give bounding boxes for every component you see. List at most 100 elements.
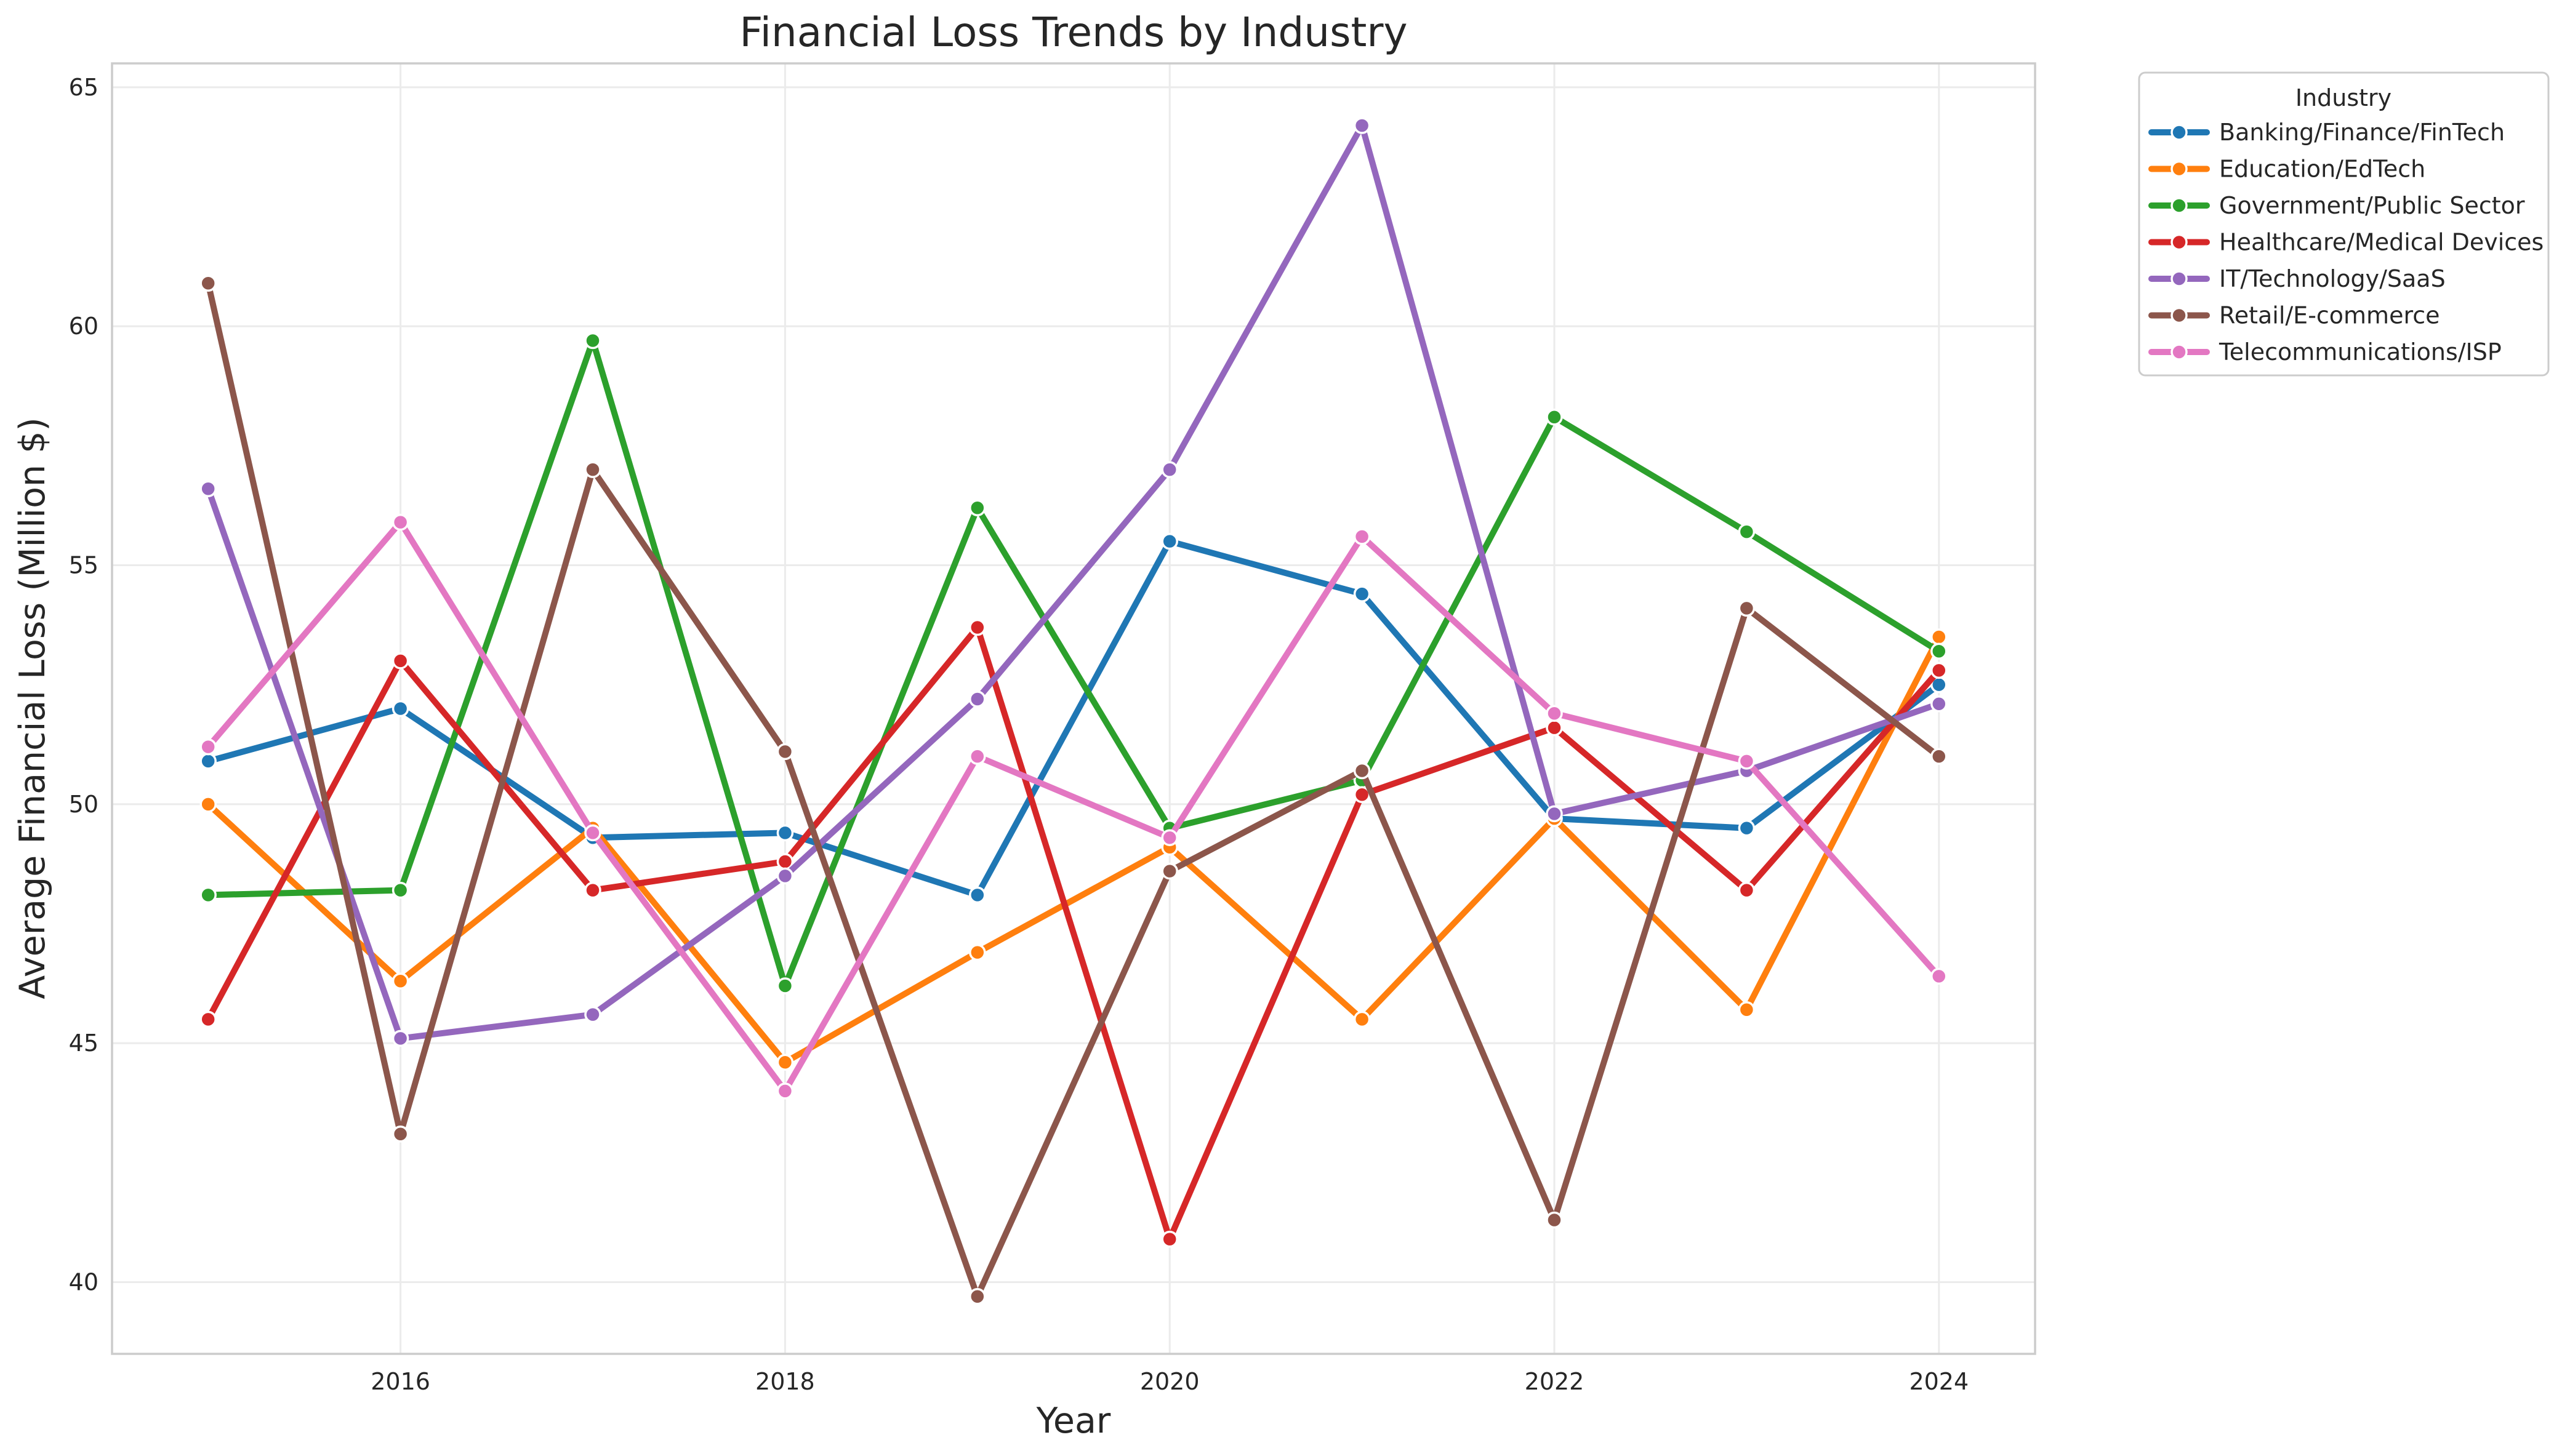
- chart-title: Financial Loss Trends by Industry: [739, 9, 1407, 56]
- data-point: [1546, 705, 1563, 722]
- data-point: [776, 824, 794, 842]
- data-point: [1353, 528, 1371, 545]
- data-point: [1738, 523, 1756, 540]
- legend-item: Retail/E-commerce: [2148, 302, 2440, 329]
- data-point: [1353, 762, 1371, 780]
- legend-label: Healthcare/Medical Devices: [2219, 229, 2544, 256]
- data-point: [1161, 461, 1178, 478]
- data-point: [1738, 819, 1756, 837]
- data-point: [1930, 628, 1948, 646]
- legend-swatch-marker: [2170, 124, 2188, 141]
- data-point: [776, 1054, 794, 1071]
- legend-item: IT/Technology/SaaS: [2148, 265, 2446, 292]
- series-line: [205, 122, 1942, 1042]
- legend-item: Telecommunications/ISP: [2148, 338, 2502, 366]
- y-tick-label: 55: [69, 552, 98, 579]
- series-healthcare-medical-devices: [199, 618, 1948, 1248]
- data-point: [776, 977, 794, 994]
- data-point: [1353, 117, 1371, 134]
- data-point: [1930, 967, 1948, 985]
- data-point: [392, 652, 409, 670]
- data-point: [392, 1125, 409, 1143]
- data-point: [392, 972, 409, 990]
- legend-item: Education/EdTech: [2148, 156, 2425, 183]
- data-point: [1161, 1230, 1178, 1248]
- series-it-technology-saas: [199, 117, 1948, 1047]
- data-point: [969, 886, 986, 904]
- data-point: [392, 700, 409, 718]
- x-tick-label: 2018: [755, 1368, 815, 1395]
- legend-swatch-marker: [2170, 343, 2188, 361]
- data-point: [969, 618, 986, 636]
- data-point: [584, 1006, 601, 1023]
- y-tick-label: 45: [69, 1030, 98, 1057]
- y-tick-label: 60: [69, 313, 98, 340]
- legend-items: Banking/Finance/FinTech Education/EdTech G…: [2148, 119, 2544, 366]
- data-point: [584, 824, 601, 842]
- data-point: [969, 1288, 986, 1305]
- data-point: [1930, 662, 1948, 679]
- data-point: [969, 748, 986, 765]
- data-point: [1161, 532, 1178, 550]
- x-tick-label: 2016: [371, 1368, 430, 1395]
- data-point: [1353, 1010, 1371, 1028]
- data-point: [1546, 1211, 1563, 1229]
- series-line: [205, 624, 1942, 1242]
- data-point: [1738, 753, 1756, 770]
- data-point: [584, 881, 601, 899]
- data-point: [199, 480, 217, 497]
- data-point: [1161, 829, 1178, 846]
- data-point: [1930, 748, 1948, 765]
- data-point: [392, 1030, 409, 1047]
- legend-label: Retail/E-commerce: [2219, 302, 2440, 329]
- data-point: [1738, 1001, 1756, 1018]
- data-point: [1738, 599, 1756, 617]
- data-point: [1353, 585, 1371, 602]
- x-tick-label: 2020: [1140, 1368, 1200, 1395]
- x-tick-label: 2022: [1525, 1368, 1584, 1395]
- data-point: [1161, 862, 1178, 880]
- legend-box: [2138, 71, 2550, 377]
- data-point: [776, 743, 794, 761]
- x-tick-label: 2024: [1909, 1368, 1969, 1395]
- legend-swatch-marker: [2170, 197, 2188, 214]
- data-point: [199, 274, 217, 292]
- data-point: [776, 1082, 794, 1100]
- legend-label: Telecommunications/ISP: [2219, 338, 2502, 366]
- legend-swatch-marker: [2170, 233, 2188, 251]
- series-retail-e-commerce: [199, 274, 1948, 1305]
- axis-ticks: 2016 2018 2020 2022 2024 40 45 50 55 60 65: [69, 74, 1969, 1395]
- x-axis-label: Year: [1036, 1401, 1111, 1441]
- data-point: [584, 461, 601, 478]
- series-line: [205, 337, 1942, 989]
- legend-label: Government/Public Sector: [2219, 192, 2525, 219]
- legend-label: Education/EdTech: [2219, 156, 2425, 183]
- y-tick-label: 40: [69, 1269, 98, 1296]
- plot-area-frame: [111, 62, 2036, 1355]
- data-point: [776, 853, 794, 870]
- legend-label: Banking/Finance/FinTech: [2219, 119, 2505, 146]
- series-line: [205, 519, 1942, 1094]
- series-telecommunications-isp: [199, 513, 1948, 1100]
- legend-swatch-marker: [2170, 270, 2188, 287]
- legend-label: IT/Technology/SaaS: [2219, 265, 2446, 292]
- legend-item: Government/Public Sector: [2148, 192, 2525, 219]
- y-tick-label: 50: [69, 791, 98, 818]
- data-point: [776, 867, 794, 885]
- data-point: [1738, 881, 1756, 899]
- data-point: [1546, 805, 1563, 823]
- data-point: [1930, 642, 1948, 660]
- y-axis-label: Average Financial Loss (Million $): [12, 417, 53, 999]
- data-point: [199, 886, 217, 904]
- data-point: [969, 943, 986, 961]
- data-point: [1930, 695, 1948, 713]
- legend: Industry Banking/Finance/FinTech Educatio…: [2138, 71, 2550, 377]
- legend-swatch-marker: [2170, 306, 2188, 324]
- data-point: [199, 753, 217, 770]
- legend-title: Industry: [2295, 84, 2391, 111]
- data-point: [199, 1010, 217, 1028]
- series-lines: [199, 117, 1948, 1305]
- legend-item: Healthcare/Medical Devices: [2148, 229, 2544, 256]
- data-point: [969, 499, 986, 517]
- y-tick-label: 65: [69, 74, 98, 101]
